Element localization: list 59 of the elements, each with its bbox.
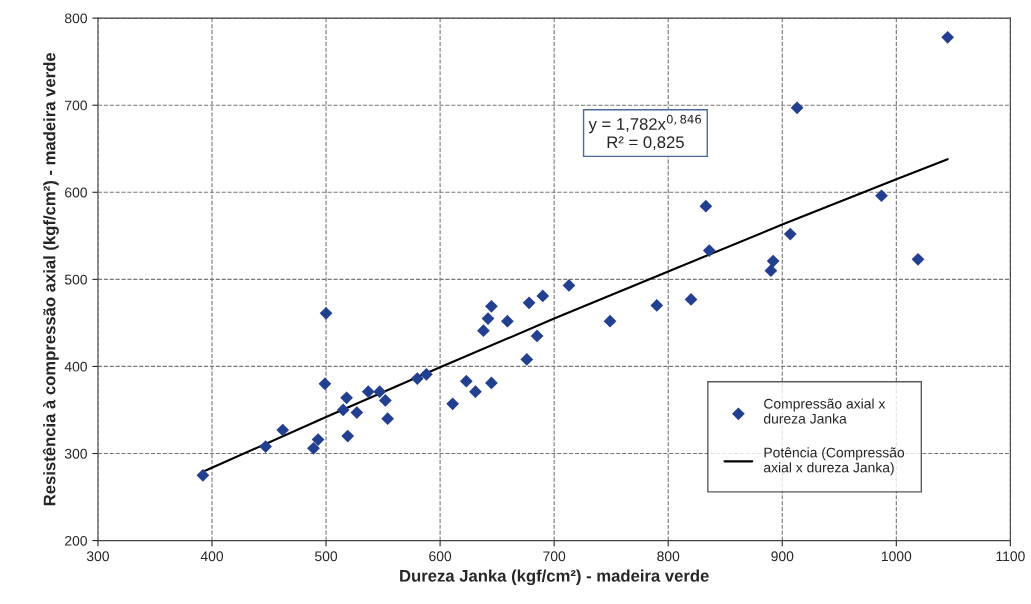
x-tick-label: 900 [771, 551, 794, 562]
point [469, 385, 482, 399]
x-tick-label: 700 [543, 551, 566, 562]
point [603, 314, 617, 328]
y-tick-label: 800 [64, 13, 87, 24]
point [650, 299, 664, 312]
point [520, 353, 534, 366]
point [684, 293, 698, 306]
point [373, 385, 387, 399]
point [319, 306, 333, 320]
point [764, 264, 778, 278]
point [766, 254, 780, 268]
point [501, 314, 514, 328]
y-tick-label: 200 [65, 535, 87, 546]
x-tick-label: 1100 [996, 551, 1025, 562]
point [379, 394, 392, 407]
point [530, 329, 544, 343]
y-tick-label: 600 [65, 187, 87, 198]
point [911, 252, 925, 266]
x-tick-label: 600 [429, 551, 452, 562]
x-tick-label: 1000 [881, 551, 912, 562]
point [340, 391, 353, 405]
point [318, 377, 332, 391]
y-tick-label: 500 [64, 274, 87, 285]
point [361, 385, 375, 399]
point [259, 440, 272, 453]
point [196, 468, 210, 482]
point [381, 412, 395, 426]
point [410, 372, 424, 385]
legend-label: Potência (Compressão axial x dureza Janka) [763, 447, 905, 476]
x-tick-label: 400 [200, 551, 224, 562]
y-axis-title: Resistência à compressão axial (kgf/cm²) - madeira verde [42, 52, 59, 506]
x-tick-label: 800 [657, 551, 680, 562]
point [276, 423, 290, 437]
point [341, 429, 355, 443]
point [783, 227, 797, 241]
point [522, 296, 536, 310]
y-tick-label: 700 [65, 100, 87, 111]
point [875, 189, 888, 203]
point [350, 406, 364, 419]
y-tick-label: 400 [64, 361, 87, 372]
point [485, 299, 498, 313]
point [702, 244, 716, 257]
legend-label: Compressão axial x dureza Janka [763, 398, 886, 424]
x-tick-label: 300 [86, 551, 109, 562]
point [336, 403, 350, 417]
point [790, 101, 804, 115]
point [307, 441, 320, 455]
point [699, 199, 713, 213]
point [446, 397, 460, 411]
point [459, 374, 473, 388]
point [536, 289, 550, 303]
y-tick-label: 300 [64, 448, 87, 459]
x-tick-label: 500 [315, 551, 338, 562]
annotation: y = 1,782x$^{0,846}$ R² = 0,825 [588, 114, 702, 151]
point [420, 367, 433, 381]
point [477, 324, 490, 338]
point [941, 30, 955, 44]
x-axis-title: Dureza Janka (kgf/cm²) - madeira verde [400, 569, 709, 586]
